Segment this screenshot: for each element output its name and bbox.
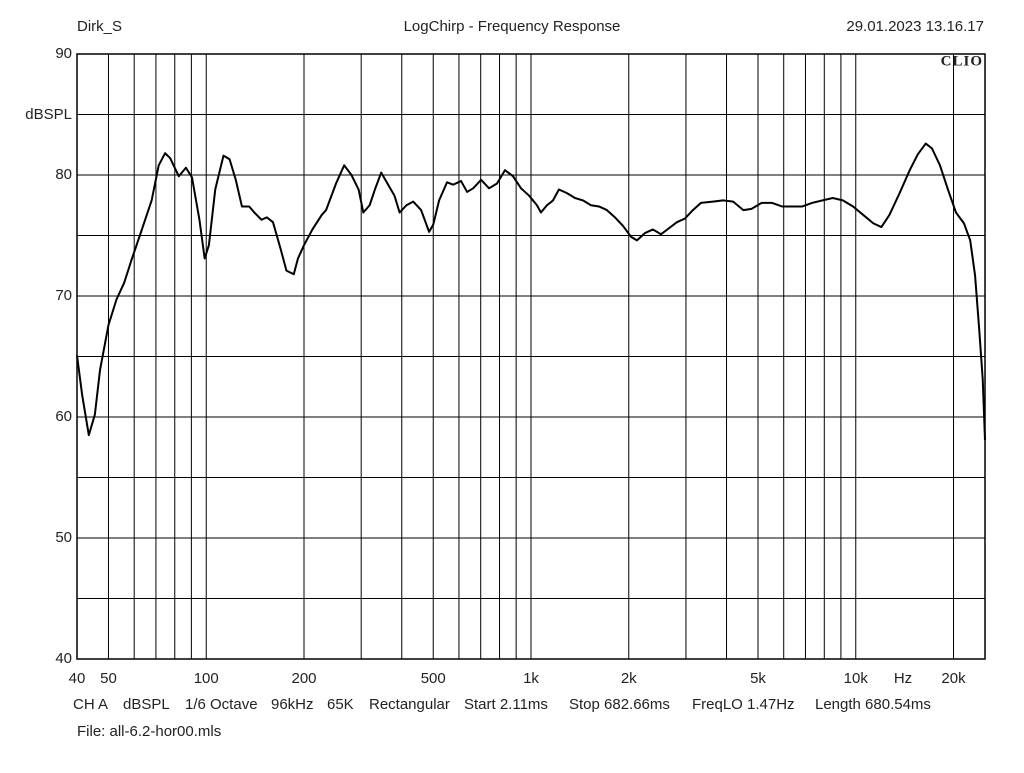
y-tick-label: 70: [55, 287, 72, 304]
y-tick-label: 90: [55, 45, 72, 62]
x-tick-label: 50: [100, 670, 117, 687]
setting: Length 680.54ms: [815, 696, 931, 713]
setting: Rectangular: [369, 696, 450, 713]
setting: 1/6 Octave: [185, 696, 258, 713]
author: Dirk_S: [77, 18, 122, 35]
x-tick-label: 100: [194, 670, 219, 687]
y-tick-label: 50: [55, 529, 72, 546]
y-axis-label: dBSPL: [25, 106, 72, 123]
setting: 65K: [327, 696, 354, 713]
file-name: File: all-6.2-hor00.mls: [77, 723, 221, 740]
setting: dBSPL: [123, 696, 170, 713]
x-tick-label: 40: [69, 670, 86, 687]
chart-title: LogChirp - Frequency Response: [404, 18, 621, 35]
x-tick-label: 20k: [941, 670, 966, 687]
timestamp: 29.01.2023 13.16.17: [846, 18, 984, 35]
response-curve: [76, 142, 986, 441]
y-tick-label: 80: [55, 166, 72, 183]
setting: 96kHz: [271, 696, 314, 713]
x-tick-label: 1k: [523, 670, 539, 687]
setting: Stop 682.66ms: [569, 696, 670, 713]
x-tick-label: 500: [421, 670, 446, 687]
setting: FreqLO 1.47Hz: [692, 696, 795, 713]
x-tick-label: 200: [291, 670, 316, 687]
logo: CLIO: [941, 53, 983, 69]
x-axis-label: Hz: [894, 670, 912, 687]
x-tick-label: 5k: [750, 670, 766, 687]
y-tick-label: 60: [55, 408, 72, 425]
setting: Start 2.11ms: [464, 696, 548, 713]
x-tick-label: 10k: [844, 670, 869, 687]
x-tick-label: 2k: [621, 670, 637, 687]
y-tick-label: 40: [55, 650, 72, 667]
setting: CH A: [73, 696, 108, 713]
